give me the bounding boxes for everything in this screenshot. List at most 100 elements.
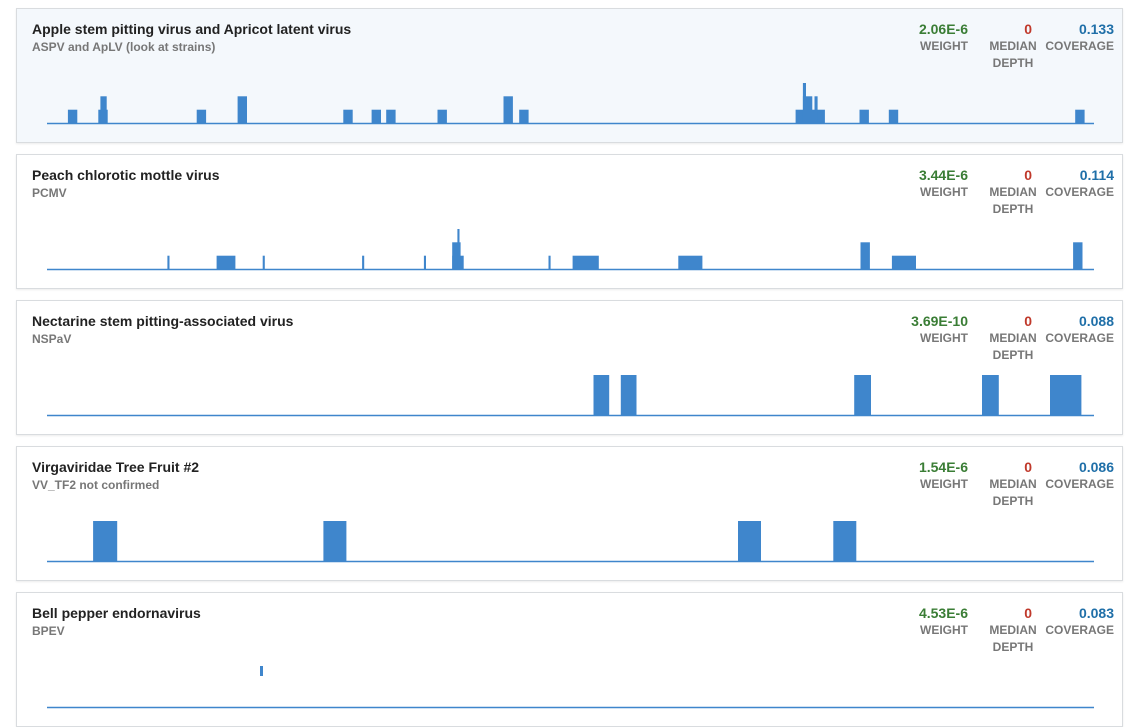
- coverage-label: COVERAGE: [1045, 477, 1114, 491]
- coverage-bar: [371, 109, 381, 123]
- weight-metric: 3.44E-6 WEIGHT: [919, 167, 968, 201]
- coverage-bar: [1050, 375, 1082, 415]
- weight-label: WEIGHT: [920, 39, 968, 53]
- coverage-metric: 0.083 COVERAGE: [1045, 605, 1114, 639]
- coverage-bar: [260, 666, 263, 676]
- coverage-bar: [860, 242, 870, 269]
- coverage-bar: [802, 96, 813, 123]
- coverage-bar: [1075, 109, 1085, 123]
- depth-label: DEPTH: [992, 202, 1034, 216]
- median-depth-metric: 0 MEDIAN DEPTH: [988, 313, 1038, 364]
- virus-card[interactable]: Bell pepper endornavirus BPEV 4.53E-6 WEIGH…: [16, 592, 1123, 727]
- coverage-bar: [982, 375, 999, 415]
- virus-abbreviation: ASPV and ApLV (look at strains): [32, 40, 216, 54]
- virus-name: Peach chlorotic mottle virus: [32, 167, 220, 183]
- virus-name: Virgaviridae Tree Fruit #2: [32, 459, 200, 475]
- virus-name: Apple stem pitting virus and Apricot lat…: [32, 21, 352, 37]
- coverage-bar: [167, 255, 170, 269]
- coverage-bar: [738, 521, 761, 561]
- virus-card[interactable]: Peach chlorotic mottle virus PCMV 3.44E-6 W…: [16, 154, 1123, 289]
- coverage-label: COVERAGE: [1045, 331, 1114, 345]
- coverage-metric: 0.086 COVERAGE: [1045, 459, 1114, 493]
- weight-value: 4.53E-6: [918, 605, 968, 621]
- coverage-bar: [854, 375, 871, 415]
- coverage-label: COVERAGE: [1045, 185, 1114, 199]
- coverage-bar: [814, 96, 818, 123]
- coverage-label: COVERAGE: [1045, 39, 1114, 53]
- median-label: MEDIAN: [989, 477, 1037, 491]
- coverage-bar: [503, 96, 513, 123]
- median-label: MEDIAN: [989, 39, 1037, 53]
- depth-label: DEPTH: [992, 56, 1034, 70]
- coverage-bar: [216, 255, 236, 269]
- coverage-bar: [593, 375, 610, 415]
- coverage-bar: [343, 109, 353, 123]
- coverage-bar: [519, 109, 529, 123]
- coverage-bar: [833, 521, 857, 561]
- coverage-bar: [262, 255, 265, 269]
- median-depth-value: 0: [1024, 605, 1032, 621]
- median-label: MEDIAN: [989, 185, 1037, 199]
- coverage-chart: [47, 229, 1094, 271]
- coverage-chart: [47, 83, 1094, 125]
- weight-value: 2.06E-6: [918, 21, 968, 37]
- coverage-value: 0.133: [1078, 21, 1114, 37]
- coverage-bar: [888, 109, 899, 123]
- virus-abbreviation: PCMV: [32, 186, 67, 200]
- virus-card[interactable]: Apple stem pitting virus and Apricot lat…: [16, 8, 1123, 143]
- virus-card[interactable]: Virgaviridae Tree Fruit #2 VV_TF2 not con…: [16, 446, 1123, 581]
- coverage-bar: [572, 255, 599, 269]
- virus-abbreviation: BPEV: [32, 624, 65, 638]
- weight-label: WEIGHT: [920, 623, 968, 637]
- median-label: MEDIAN: [989, 623, 1037, 637]
- weight-value: 1.54E-6: [918, 459, 968, 475]
- coverage-value: 0.088: [1078, 313, 1114, 329]
- coverage-chart: [47, 521, 1094, 563]
- depth-label: DEPTH: [992, 640, 1034, 654]
- coverage-metric: 0.114 COVERAGE: [1045, 167, 1114, 201]
- coverage-bar: [323, 521, 347, 561]
- weight-label: WEIGHT: [920, 331, 968, 345]
- coverage-value: 0.086: [1078, 459, 1114, 475]
- coverage-metric: 0.133 COVERAGE: [1045, 21, 1114, 55]
- coverage-bar: [620, 375, 637, 415]
- coverage-bar: [362, 255, 365, 269]
- weight-metric: 3.69E-10 WEIGHT: [911, 313, 968, 347]
- coverage-bar: [452, 242, 461, 269]
- coverage-bar: [67, 109, 78, 123]
- median-depth-value: 0: [1024, 167, 1032, 183]
- depth-label: DEPTH: [992, 494, 1034, 508]
- coverage-bar: [678, 255, 703, 269]
- coverage-bar: [93, 521, 118, 561]
- coverage-metric: 0.088 COVERAGE: [1045, 313, 1114, 347]
- virus-name: Bell pepper endornavirus: [32, 605, 201, 621]
- coverage-label: COVERAGE: [1045, 623, 1114, 637]
- median-depth-metric: 0 MEDIAN DEPTH: [988, 167, 1038, 218]
- weight-value: 3.69E-10: [911, 313, 968, 329]
- virus-abbreviation: NSPaV: [32, 332, 72, 346]
- coverage-bar: [423, 255, 426, 269]
- median-depth-value: 0: [1024, 313, 1032, 329]
- weight-value: 3.44E-6: [918, 167, 968, 183]
- coverage-bar: [386, 109, 396, 123]
- coverage-bar: [1073, 242, 1083, 269]
- median-label: MEDIAN: [989, 331, 1037, 345]
- coverage-bar: [437, 109, 447, 123]
- depth-label: DEPTH: [992, 348, 1034, 362]
- weight-label: WEIGHT: [920, 185, 968, 199]
- median-depth-metric: 0 MEDIAN DEPTH: [988, 459, 1038, 510]
- weight-metric: 4.53E-6 WEIGHT: [919, 605, 968, 639]
- coverage-value: 0.114: [1079, 167, 1114, 183]
- median-depth-value: 0: [1024, 459, 1032, 475]
- coverage-chart: [47, 375, 1094, 417]
- weight-metric: 2.06E-6 WEIGHT: [919, 21, 968, 55]
- coverage-bar: [859, 109, 869, 123]
- coverage-value: 0.083: [1078, 605, 1114, 621]
- coverage-bar: [237, 96, 247, 123]
- coverage-bar: [196, 109, 207, 123]
- virus-card[interactable]: Nectarine stem pitting-associated virus N…: [16, 300, 1123, 435]
- median-depth-metric: 0 MEDIAN DEPTH: [988, 605, 1038, 656]
- median-depth-metric: 0 MEDIAN DEPTH: [988, 21, 1038, 72]
- weight-metric: 1.54E-6 WEIGHT: [919, 459, 968, 493]
- coverage-bar: [100, 96, 107, 123]
